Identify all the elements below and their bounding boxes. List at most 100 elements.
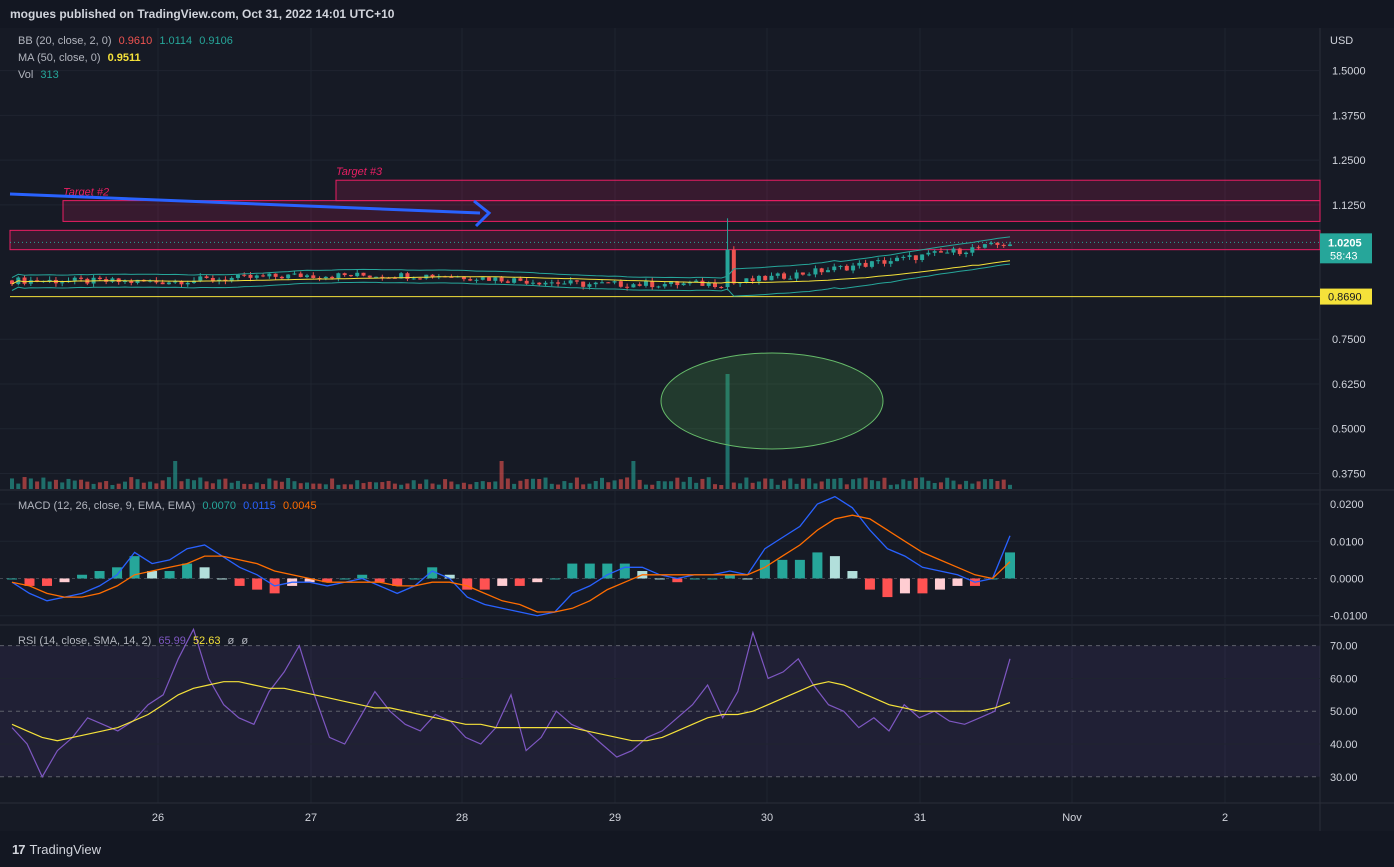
candle-body [719, 287, 724, 289]
candle-body [537, 282, 542, 285]
volume-bar [166, 477, 171, 489]
volume-bar [367, 481, 372, 489]
candle-body [480, 277, 485, 280]
candle-body [700, 280, 705, 286]
volume-bar [888, 484, 893, 489]
volume-bar [838, 478, 843, 489]
macd-histogram-bar [234, 578, 245, 586]
volume-bar [938, 482, 943, 489]
candle-body [857, 262, 862, 266]
volume-bar [148, 481, 153, 489]
volume-bar [825, 478, 830, 489]
macd-tick-label: 0.0000 [1330, 573, 1364, 585]
candle-body [311, 275, 316, 279]
candle-body [782, 273, 787, 279]
macd-histogram-bar [129, 556, 140, 579]
volume-bar [932, 482, 937, 489]
candle-body [286, 274, 291, 279]
candle-body [844, 265, 849, 271]
bb-upper-band [11, 236, 1011, 279]
candle-body [204, 276, 209, 279]
volume-bar [675, 477, 680, 489]
volume-bar [122, 481, 127, 489]
candle-body [512, 278, 517, 283]
volume-bar [292, 481, 297, 489]
volume-bar [957, 484, 962, 489]
macd-histogram-bar [42, 578, 53, 586]
volume-bar [725, 374, 730, 489]
candle-body [518, 278, 523, 281]
volume-bar [430, 483, 435, 489]
candle-body [1001, 244, 1006, 246]
volume-bar [35, 481, 40, 489]
candle-body [869, 261, 874, 267]
volume-bar [995, 480, 1000, 489]
volume-bar [173, 461, 178, 489]
countdown-label: 58:43 [1330, 250, 1358, 262]
macd-histogram-bar [759, 559, 770, 579]
candle-body [825, 270, 830, 273]
candle-body [254, 275, 259, 278]
volume-bar [411, 480, 416, 489]
volume-bar [342, 484, 347, 489]
volume-bar [694, 482, 699, 489]
volume-bar [976, 481, 981, 489]
macd-histogram-bar [619, 563, 630, 579]
candle-body [505, 281, 510, 283]
candle-body [951, 248, 956, 253]
volume-bar [537, 478, 542, 489]
tradingview-logo[interactable]: 17 TradingView [12, 842, 101, 857]
volume-bar [79, 479, 84, 489]
rsi-band-fill [0, 645, 1320, 777]
volume-bar [593, 481, 598, 489]
candle-body [1008, 244, 1012, 246]
volume-bar [28, 478, 33, 489]
macd-histogram-bar [357, 574, 368, 579]
volume-bar [813, 483, 818, 489]
candle-body [549, 282, 554, 284]
volume-bar [612, 480, 617, 489]
candle-body [662, 284, 667, 287]
macd-histogram-bar [59, 578, 70, 583]
currency-label: USD [1330, 35, 1353, 47]
volume-bar [461, 482, 466, 489]
macd-histogram-bar [427, 567, 438, 579]
macd-histogram-bar [217, 578, 228, 580]
volume-bar [116, 483, 121, 489]
footer-bar: 17 TradingView [0, 831, 1394, 867]
annotation-arrowhead [473, 199, 492, 228]
candle-body [763, 275, 768, 281]
candle-body [687, 282, 692, 284]
chart-canvas[interactable]: 26 27 28 29 30 31 Nov 2 USD 1.5000 1.3750 1.2500 1.1… [0, 28, 1394, 831]
macd-histogram-bar [147, 571, 158, 579]
volume-bar [782, 480, 787, 489]
volume-bar [631, 461, 636, 489]
macd-histogram-bar [829, 556, 840, 579]
volume-bar [1001, 479, 1006, 489]
candle-body [217, 279, 222, 281]
x-tick-label: 31 [914, 812, 926, 824]
volume-bar [217, 479, 222, 489]
macd-histogram-bar [339, 578, 350, 580]
rsi-tick-label: 30.00 [1330, 772, 1358, 784]
volume-bar [970, 483, 975, 489]
volume-bar [876, 481, 881, 489]
volume-bar [10, 478, 14, 489]
last-price-tag [1320, 233, 1372, 264]
macd-histogram-bar [777, 559, 788, 579]
candle-body [499, 277, 504, 282]
volume-bar [110, 484, 115, 489]
macd-hist-value: 0.0070 [202, 500, 236, 512]
volume-bar [901, 479, 906, 489]
candle-body [744, 278, 749, 283]
volume-bar [1008, 484, 1012, 489]
volume-bar [455, 484, 460, 489]
volume-bar [22, 477, 27, 489]
volume-bar [104, 481, 109, 489]
target-zone [62, 200, 1321, 222]
volume-bar [719, 484, 724, 489]
candle-body [600, 282, 605, 284]
volume-bar [530, 478, 535, 489]
volume-bar [794, 483, 799, 489]
y-tick-label: 1.3750 [1332, 110, 1366, 122]
